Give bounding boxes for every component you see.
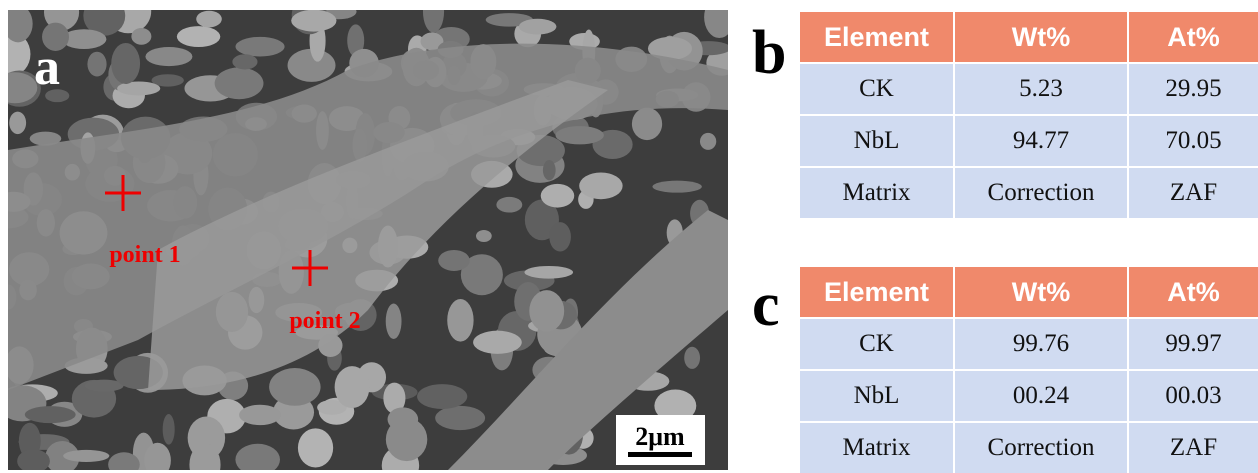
particle (496, 197, 522, 213)
point-label: point 1 (109, 242, 180, 268)
page: a point 1 point 2 2μm b c ElementWt%At%C… (0, 0, 1258, 470)
table-cell: 00.03 (1129, 371, 1258, 421)
header-cell: At% (1129, 267, 1258, 317)
table-cell: NbL (800, 371, 953, 421)
particle (177, 26, 220, 47)
particle (541, 184, 575, 208)
header-cell: At% (1129, 12, 1258, 62)
particle (435, 406, 485, 430)
table-cell: 00.24 (955, 371, 1127, 421)
particle (556, 126, 604, 144)
particle (63, 450, 109, 462)
particle (9, 112, 26, 134)
table-cell: 94.77 (955, 116, 1127, 166)
table-cell: 5.23 (955, 64, 1127, 114)
particle (335, 366, 370, 408)
table-cell: Matrix (800, 168, 953, 218)
table-cell: Correction (955, 168, 1127, 218)
particle (438, 250, 470, 271)
particle (543, 160, 556, 180)
panel-label: b (752, 22, 786, 84)
image-label: a (34, 39, 60, 96)
particle (447, 299, 473, 342)
particle (386, 418, 427, 461)
table-cell: 29.95 (1129, 64, 1258, 114)
table-cell: 99.97 (1129, 319, 1258, 369)
particle (473, 331, 522, 354)
table-cell: CK (800, 64, 953, 114)
point-label: point 2 (289, 308, 360, 334)
table-cell: ZAF (1129, 168, 1258, 218)
scale-label: 2μm (635, 422, 685, 451)
table-cell: 70.05 (1129, 116, 1258, 166)
header-cell: Wt% (955, 267, 1127, 317)
particle (232, 54, 257, 69)
particle (386, 304, 402, 339)
particle (524, 266, 573, 279)
sem-image: a point 1 point 2 2μm (8, 10, 728, 470)
particle (519, 19, 557, 35)
particle (236, 37, 285, 57)
particle (25, 406, 76, 423)
header-cell: Wt% (955, 12, 1127, 62)
particle (529, 290, 564, 332)
particle (111, 43, 140, 84)
particle (269, 368, 320, 406)
particle (87, 52, 106, 77)
scale-bar (628, 452, 692, 457)
particle (196, 11, 222, 28)
particle (476, 230, 492, 242)
table-cell: Matrix (800, 423, 953, 473)
particle (239, 405, 281, 425)
header-cell: Element (800, 267, 953, 317)
particle (549, 222, 571, 251)
particle (417, 384, 467, 409)
particle (632, 108, 662, 140)
particle (700, 133, 716, 150)
particle (131, 28, 151, 45)
table-cell: NbL (800, 116, 953, 166)
particle (215, 67, 264, 99)
particle (298, 428, 333, 467)
table-cell: ZAF (1129, 423, 1258, 473)
particle (652, 181, 701, 193)
table-cell: Correction (955, 423, 1127, 473)
panel-label: c (752, 274, 780, 336)
table-cell: 99.76 (955, 319, 1127, 369)
header-cell: Element (800, 12, 953, 62)
particle (291, 10, 336, 32)
particle (163, 414, 175, 445)
particle (684, 347, 700, 369)
particle (579, 173, 622, 200)
particle (145, 47, 192, 66)
table-cell: CK (800, 319, 953, 369)
